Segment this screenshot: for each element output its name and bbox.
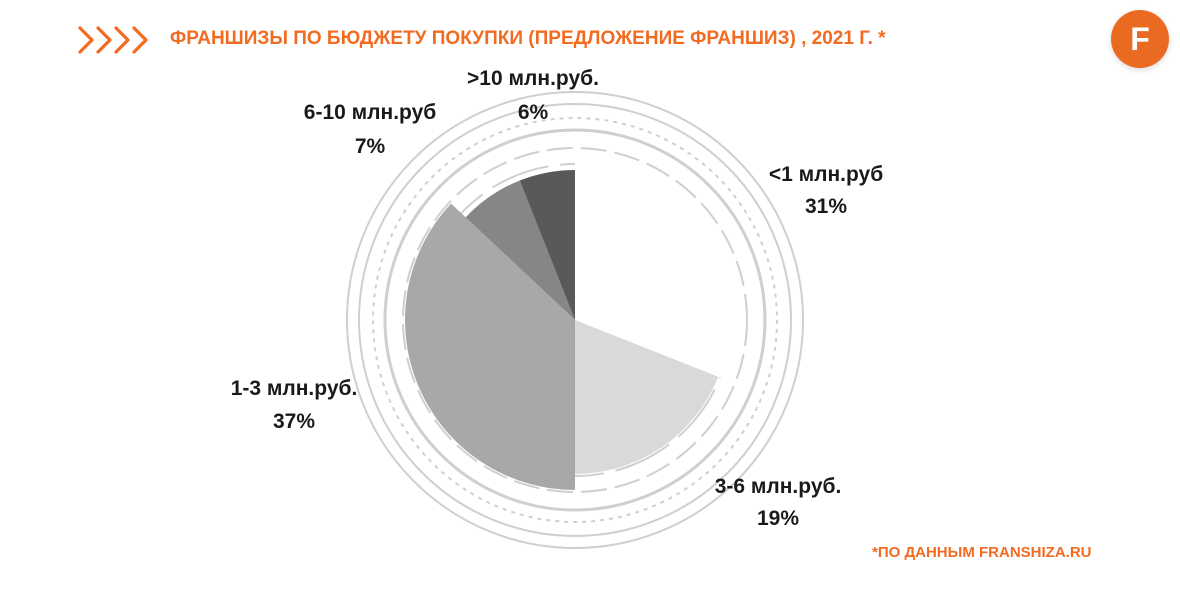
chart-title: ФРАНШИЗЫ ПО БЮДЖЕТУ ПОКУПКИ (ПРЕДЛОЖЕНИЕ… <box>170 28 886 49</box>
pie-labels: <1 млн.руб 31% 3-6 млн.руб. 19% 1-3 млн.руб.… <box>231 67 884 530</box>
slice-value-label: 19% <box>757 507 799 530</box>
ring-4 <box>383 128 767 512</box>
logo-letter: F <box>1130 21 1150 57</box>
ring-2 <box>358 103 792 537</box>
pie-slice-3 <box>405 203 575 490</box>
ring-5 <box>402 147 748 493</box>
pie-slice-2 <box>575 320 719 474</box>
pie-slice-4 <box>465 180 575 320</box>
ring-3 <box>372 117 778 523</box>
slice-label: 6-10 млн.руб <box>304 101 436 124</box>
chevrons-icon <box>78 26 148 54</box>
slice-label: 1-3 млн.руб. <box>231 377 358 400</box>
slice-value-label: 7% <box>355 135 386 158</box>
slice-value-label: 37% <box>273 410 315 433</box>
ring-outer <box>346 91 804 549</box>
slice-label: 3-6 млн.руб. <box>715 475 842 498</box>
pie-slices <box>405 150 745 490</box>
slice-value-label: 6% <box>518 101 549 124</box>
slice-label: >10 млн.руб. <box>467 67 599 90</box>
slice-label: <1 млн.руб <box>769 163 883 186</box>
slice-value-label: 31% <box>805 195 847 218</box>
franshiza-logo-icon: F <box>1111 10 1169 68</box>
pie-slice-1 <box>575 150 745 383</box>
source-note: *ПО ДАННЫМ FRANSHIZA.RU <box>872 544 1092 561</box>
pie-slice-5 <box>519 170 575 320</box>
